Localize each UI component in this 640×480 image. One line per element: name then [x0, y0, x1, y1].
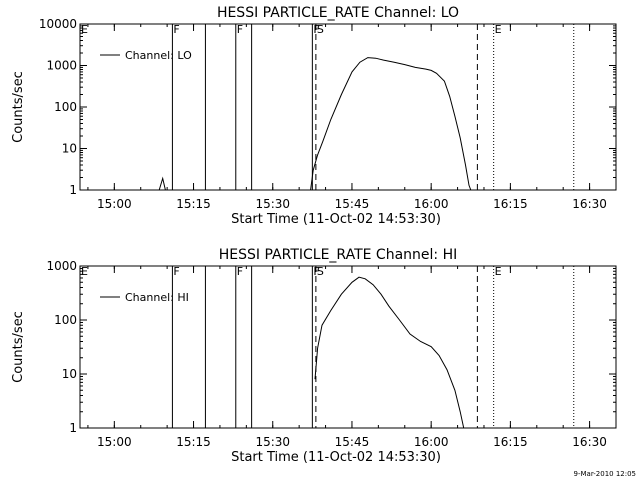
legend-label: Channel: HI: [125, 291, 189, 304]
x-tick-label: 16:30: [572, 435, 607, 449]
y-tick-label: 1000: [46, 59, 77, 73]
y-axis-label: Counts/sec: [11, 71, 26, 143]
x-axis-label: Start Time (11-Oct-02 14:53:30): [231, 212, 441, 227]
marker-label: E: [81, 23, 88, 36]
x-tick-label: 15:15: [176, 197, 211, 211]
y-tick-label: 10: [62, 142, 77, 156]
marker-label: F: [237, 265, 243, 278]
y-tick-label: 10: [62, 367, 77, 381]
chart-title: HESSI PARTICLE_RATE Channel: LO: [217, 5, 459, 21]
x-tick-label: 16:00: [414, 435, 449, 449]
x-tick-label: 15:15: [176, 435, 211, 449]
marker-label: E: [495, 265, 502, 278]
y-axis-label: Counts/sec: [11, 311, 26, 383]
y-tick-label: 1000: [46, 259, 77, 273]
x-tick-label: 15:30: [255, 435, 290, 449]
x-tick-label: 15:30: [255, 197, 290, 211]
x-tick-label: 15:45: [335, 197, 370, 211]
marker-label: F: [173, 265, 179, 278]
marker-label: F: [237, 23, 243, 36]
marker-label: E: [495, 23, 502, 36]
y-tick-label: 1: [69, 183, 77, 197]
x-axis-label: Start Time (11-Oct-02 14:53:30): [231, 450, 441, 465]
marker-label: F: [173, 23, 179, 36]
y-tick-label: 100: [54, 100, 77, 114]
y-tick-label: 10000: [39, 17, 77, 31]
chart-title: HESSI PARTICLE_RATE Channel: HI: [219, 247, 457, 263]
marker-label: F: [313, 265, 319, 278]
footer-timestamp: 9-Mar-2010 12:05: [573, 470, 636, 478]
marker-label: S: [317, 23, 324, 36]
series-line: [158, 57, 472, 191]
marker-label: E: [81, 265, 88, 278]
x-tick-label: 16:00: [414, 197, 449, 211]
x-tick-label: 15:00: [97, 435, 132, 449]
x-tick-label: 15:00: [97, 197, 132, 211]
y-tick-label: 1: [69, 421, 77, 435]
x-tick-label: 15:45: [335, 435, 370, 449]
marker-label: S: [317, 265, 324, 278]
legend-label: Channel: LO: [125, 49, 192, 62]
marker-label: F: [313, 23, 319, 36]
x-tick-label: 16:30: [572, 197, 607, 211]
x-tick-label: 16:15: [493, 435, 528, 449]
series-line: [314, 276, 465, 429]
y-tick-label: 100: [54, 313, 77, 327]
x-tick-label: 16:15: [493, 197, 528, 211]
